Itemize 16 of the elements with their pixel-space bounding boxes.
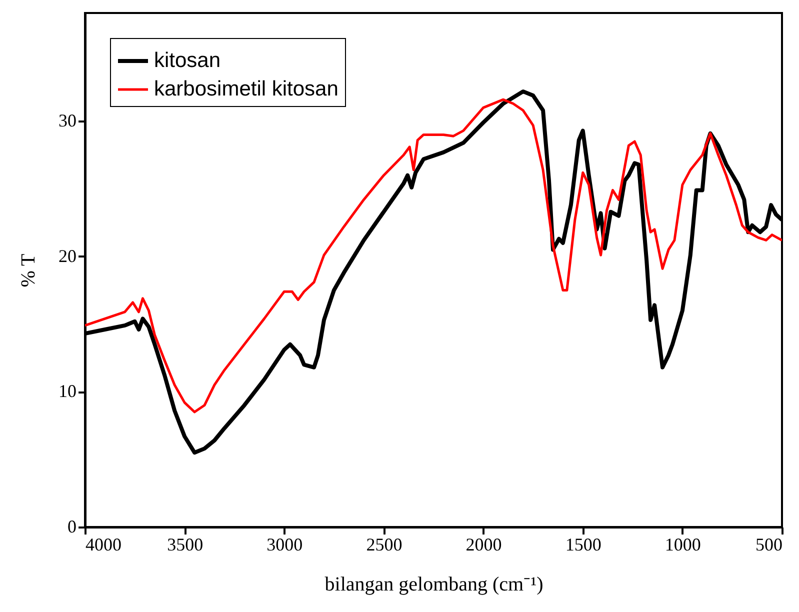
y-tick-label: 0	[68, 516, 76, 536]
legend-label: kitosan	[154, 49, 221, 72]
x-tick-label: 500	[756, 534, 782, 554]
x-tick-label: 2000	[466, 534, 502, 554]
x-tick-label: 4000	[86, 534, 122, 554]
x-tick-label: 1500	[565, 534, 602, 554]
x-tick-label: 2500	[366, 534, 402, 554]
x-tick-label: 1000	[664, 534, 701, 554]
y-tick-label: 30	[58, 110, 76, 131]
x-tick-label: 3500	[167, 534, 204, 554]
y-axis-title: % T	[18, 254, 40, 288]
x-axis-title: bilangan gelombang (cm⁻¹)	[324, 574, 544, 596]
x-tick-label: 3000	[266, 534, 303, 554]
y-tick-label: 20	[58, 246, 76, 266]
legend-label: karbosimetil kitosan	[154, 78, 338, 100]
y-tick-label: 10	[58, 381, 76, 402]
